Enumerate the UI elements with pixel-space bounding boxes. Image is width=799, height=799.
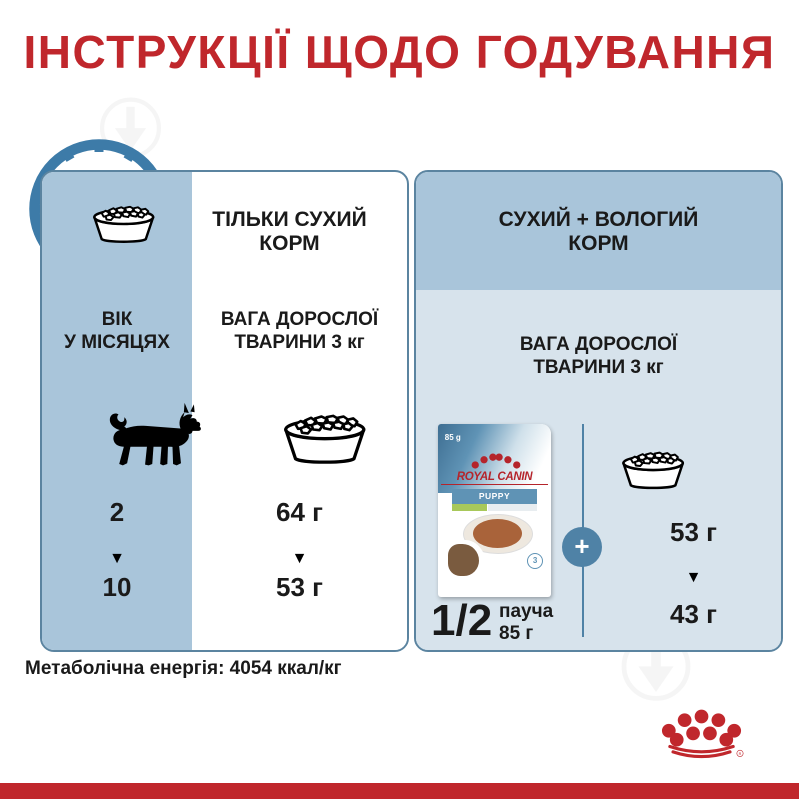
svg-text:R: R bbox=[739, 752, 742, 756]
